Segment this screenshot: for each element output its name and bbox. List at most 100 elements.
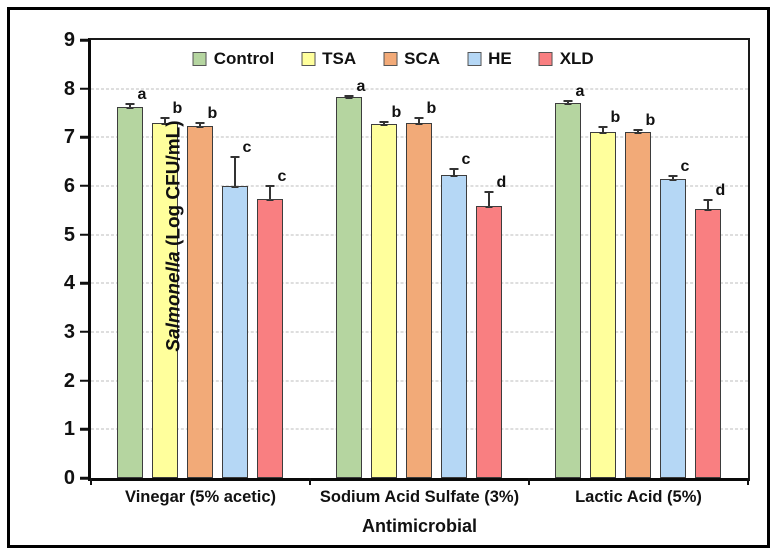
x-boundary-tick-0 — [90, 478, 92, 485]
legend-swatch-tsa — [301, 52, 316, 66]
error-bar-cap — [449, 167, 459, 170]
bar-fill — [590, 131, 617, 478]
y-tick-label-6: 6 — [63, 174, 75, 197]
significance-letter: d — [496, 173, 507, 191]
error-bar — [672, 175, 675, 180]
bar-xld-group3: d — [695, 183, 725, 478]
error-bar-cap — [484, 190, 494, 193]
y-tick-8 — [80, 87, 88, 90]
bar-xld-group2: d — [476, 174, 506, 478]
legend-item-control: Control — [192, 49, 275, 69]
bar-group-2: a b b c d — [310, 40, 529, 478]
error-bar-cap — [379, 120, 389, 123]
error-bar-cap-low — [634, 132, 642, 134]
y-tick-label-3: 3 — [63, 320, 75, 343]
bar-fill — [441, 174, 468, 478]
error-bar-cap-low — [161, 123, 169, 125]
bar-fill — [257, 199, 284, 478]
bar-xld-group1: c — [257, 168, 286, 478]
legend-label-xld: XLD — [559, 49, 594, 68]
figure-frame: Control TSA SCA HE XLD Antimicrobial 0 1 2 3 4 5 6… — [7, 7, 770, 548]
y-tick-label-9: 9 — [63, 29, 75, 51]
error-bar-cap — [230, 155, 240, 158]
error-bar-cap — [344, 94, 354, 97]
bar-fill — [222, 186, 249, 478]
legend: Control TSA SCA HE XLD — [192, 49, 594, 69]
plot-area: Control TSA SCA HE XLD Antimicrobial 0 1 2 3 4 5 6… — [64, 30, 750, 536]
bar-fill — [660, 179, 687, 478]
bar-control-group3: a — [555, 84, 584, 478]
bar-group-1: a b b c c — [91, 40, 310, 478]
y-tick-0 — [80, 476, 88, 480]
significance-letter: b — [391, 103, 402, 121]
error-bar-cap-low — [345, 97, 353, 99]
x-boundary-tick-3 — [747, 478, 749, 485]
error-bar-cap-low — [564, 103, 572, 106]
y-tick-2 — [80, 379, 88, 382]
bar-he-group3: c — [660, 158, 689, 478]
bar-tsa-group3: b — [590, 109, 620, 478]
error-bar — [164, 117, 167, 123]
significance-letter: c — [242, 138, 252, 156]
significance-letter: b — [610, 108, 621, 126]
bar-sca-group1: b — [187, 105, 217, 478]
error-bar — [129, 103, 132, 108]
y-tick-5 — [80, 233, 88, 236]
legend-item-he: HE — [467, 49, 512, 69]
y-tick-label-2: 2 — [63, 369, 75, 392]
y-tick-7 — [80, 136, 88, 139]
category-label-1: Vinegar (5% acetic) — [124, 488, 276, 506]
significance-letter: b — [172, 99, 183, 117]
significance-letter: a — [356, 77, 366, 95]
error-bar — [199, 122, 202, 127]
x-boundary-tick-1 — [309, 478, 311, 485]
bar-he-group2: c — [441, 151, 470, 478]
legend-label-he: HE — [488, 49, 512, 68]
bar-fill — [117, 107, 144, 478]
error-bar-cap-low — [415, 123, 423, 125]
significance-letter: b — [426, 100, 437, 118]
error-bar-cap-low — [704, 209, 712, 211]
legend-swatch-xld — [538, 52, 553, 66]
y-tick-label-0: 0 — [63, 467, 75, 489]
legend-item-xld: XLD — [538, 49, 594, 69]
bar-control-group2: a — [336, 78, 365, 478]
y-axis-title-units: (Log CFU/mL) — [163, 120, 185, 252]
legend-item-sca: SCA — [383, 49, 440, 69]
bar-fill — [406, 122, 433, 478]
bar-fill — [336, 96, 363, 478]
legend-label-sca: SCA — [404, 49, 441, 68]
error-bar-cap — [703, 199, 713, 202]
x-boundary-tick-2 — [528, 478, 530, 485]
significance-letter: c — [680, 157, 690, 175]
legend-swatch-control — [192, 52, 207, 66]
error-bar-cap-low — [599, 132, 607, 134]
y-tick-label-5: 5 — [63, 223, 75, 246]
y-tick-3 — [80, 330, 88, 334]
bar-fill — [371, 123, 398, 478]
error-bar — [269, 185, 272, 200]
error-bar-cap — [265, 184, 275, 187]
bar-fill — [555, 103, 582, 478]
y-tick-4 — [80, 282, 88, 285]
error-bar-cap — [598, 125, 608, 128]
legend-item-tsa: TSA — [301, 49, 356, 69]
error-bar-cap — [195, 121, 205, 124]
error-bar — [488, 191, 491, 207]
error-bar-cap — [160, 116, 170, 119]
legend-swatch-sca — [383, 52, 398, 66]
y-tick-label-1: 1 — [63, 418, 75, 441]
bar-fill — [625, 131, 652, 478]
error-bar-cap-low — [231, 186, 239, 188]
error-bar-cap — [125, 102, 135, 105]
gridline-8 — [91, 88, 748, 90]
legend-label-control: Control — [213, 49, 275, 68]
error-bar-cap-low — [126, 107, 134, 110]
legend-swatch-he — [467, 52, 482, 66]
significance-letter: c — [277, 167, 287, 185]
bar-group-3: a b b c d — [529, 40, 748, 478]
significance-letter: b — [645, 112, 656, 130]
error-bar-cap-low — [196, 126, 204, 129]
error-bar-cap — [414, 117, 424, 120]
category-label-2: Sodium Acid Sulfate (3%) — [319, 488, 520, 506]
